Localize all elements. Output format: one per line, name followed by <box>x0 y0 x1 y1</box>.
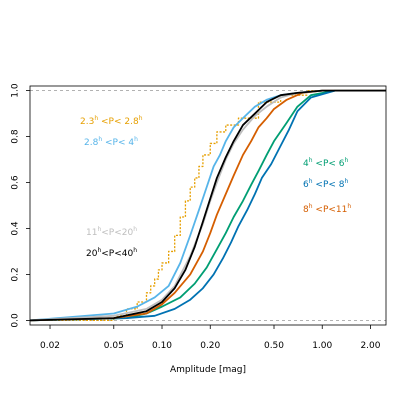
x-tick-label: 0.10 <box>152 341 172 351</box>
series-line-2 <box>29 89 386 322</box>
legend-entry-0: 2.3h <P< 2.8h <box>80 115 143 127</box>
series-line-6 <box>29 89 386 322</box>
y-tick-label: 0.4 <box>11 221 21 236</box>
plot-frame <box>29 85 387 326</box>
x-axis-title: Amplitude [mag] <box>170 365 246 375</box>
x-tick-label: 1.00 <box>312 341 332 351</box>
x-tick-label: 0.05 <box>104 341 124 351</box>
y-tick-label: 1.0 <box>11 83 21 98</box>
x-tick-label: 0.20 <box>200 341 220 351</box>
y-tick-label: 0.0 <box>11 313 21 328</box>
legend-entry-5: 11h<P<20h <box>86 226 137 238</box>
x-tick-label: 0.50 <box>264 341 284 351</box>
y-tick-label: 0.8 <box>11 129 21 144</box>
legend-entry-3: 6h <P< 8h <box>303 178 349 190</box>
legend-entry-4: 8h <P<11h <box>303 203 351 215</box>
legend-entry-6: 20h<P<40h <box>86 247 137 259</box>
series-line-3 <box>29 89 386 322</box>
series-line-0 <box>30 89 386 322</box>
legend-entry-2: 4h <P< 6h <box>303 157 349 169</box>
series-line-4 <box>29 89 386 322</box>
x-tick-label: 2.00 <box>360 341 380 351</box>
y-tick-label: 0.2 <box>11 267 21 281</box>
y-tick-label: 0.6 <box>11 175 21 190</box>
series-line-5 <box>29 89 386 322</box>
legend-entry-1: 2.8h <P< 4h <box>84 136 138 148</box>
x-tick-label: 0.02 <box>40 341 60 351</box>
